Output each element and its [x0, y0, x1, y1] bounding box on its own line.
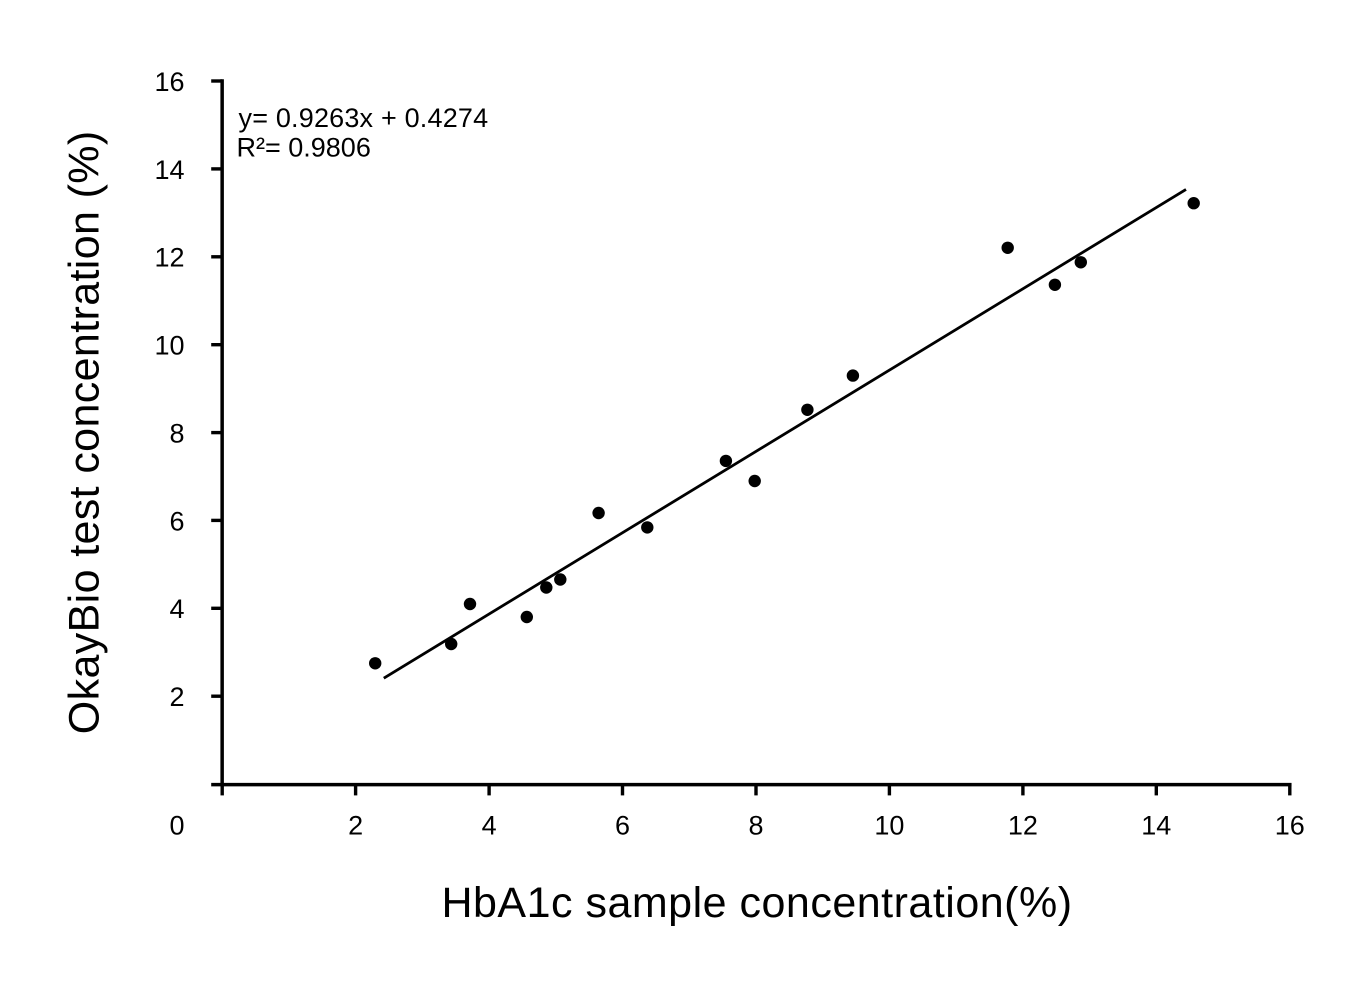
svg-text:2: 2 — [348, 811, 363, 841]
svg-text:12: 12 — [1008, 811, 1038, 841]
svg-text:2: 2 — [169, 682, 184, 712]
svg-text:14: 14 — [1141, 811, 1171, 841]
svg-text:16: 16 — [154, 67, 184, 97]
svg-text:8: 8 — [169, 419, 184, 449]
svg-text:4: 4 — [169, 594, 184, 624]
svg-text:8: 8 — [748, 811, 763, 841]
svg-text:y= 0.9263x + 0.4274: y= 0.9263x + 0.4274 — [239, 103, 489, 133]
svg-text:10: 10 — [874, 811, 904, 841]
svg-text:6: 6 — [615, 811, 630, 841]
svg-text:16: 16 — [1275, 811, 1305, 841]
svg-text:OkayBio test concentration (%): OkayBio test concentration (%) — [61, 130, 109, 734]
svg-text:0: 0 — [169, 811, 184, 841]
svg-text:10: 10 — [154, 331, 184, 361]
svg-text:12: 12 — [154, 243, 184, 273]
svg-text:HbA1c sample concentration(%): HbA1c sample concentration(%) — [441, 879, 1072, 927]
svg-text:R²= 0.9806: R²= 0.9806 — [237, 133, 371, 163]
svg-text:6: 6 — [169, 506, 184, 536]
svg-text:14: 14 — [154, 155, 184, 185]
svg-text:4: 4 — [482, 811, 497, 841]
